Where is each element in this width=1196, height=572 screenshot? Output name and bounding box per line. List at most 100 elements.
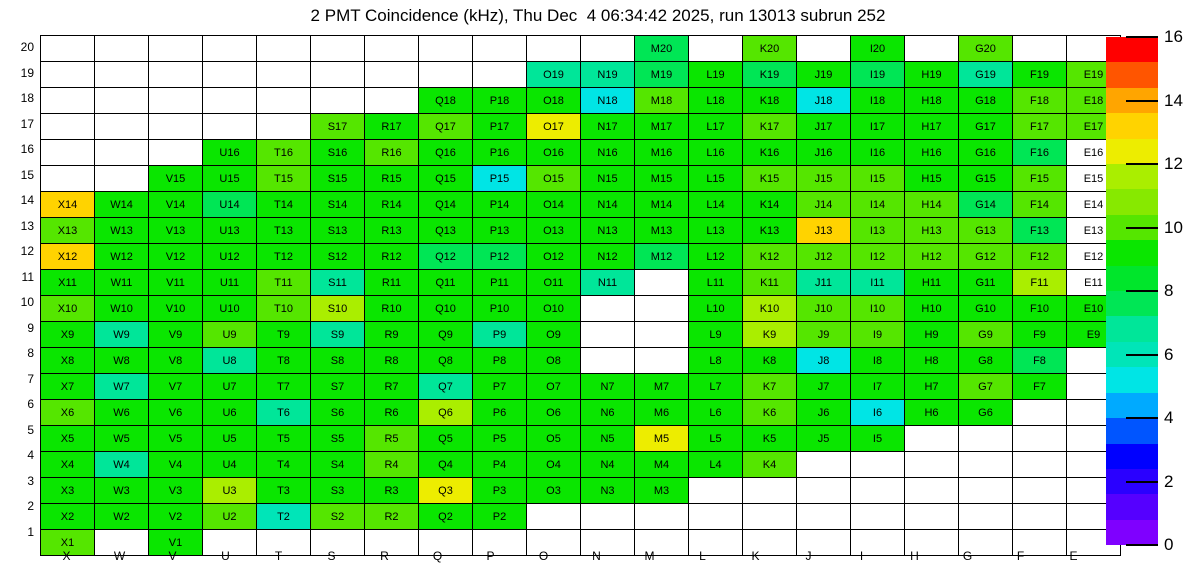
- colorbar-tick: [1126, 417, 1158, 419]
- heatmap-row: X2 W2 V2 U2 T2 S2 R2 Q2 P2: [40, 503, 1121, 530]
- heatmap-cell: W7: [94, 373, 149, 400]
- heatmap-cell: I16: [850, 139, 905, 166]
- heatmap-cell: N18: [580, 87, 635, 114]
- heatmap-row: X1 V1: [40, 529, 1121, 556]
- heatmap-cell: [688, 529, 743, 556]
- x-axis-tick-label: N: [592, 549, 601, 563]
- heatmap-cell: [958, 529, 1013, 556]
- y-axis-tick-label: 18: [20, 91, 34, 105]
- heatmap-cell: P7: [472, 373, 527, 400]
- heatmap-cell: P10: [472, 295, 527, 322]
- heatmap-cell: R10: [364, 295, 419, 322]
- heatmap-cell: P17: [472, 113, 527, 140]
- colorbar-tick: [1126, 290, 1158, 292]
- heatmap-cell: S10: [310, 295, 365, 322]
- heatmap-cell: [256, 35, 311, 62]
- heatmap-cell: I17: [850, 113, 905, 140]
- heatmap-cell: [904, 503, 959, 530]
- heatmap-cell: K9: [742, 321, 797, 348]
- heatmap-cell: [796, 529, 851, 556]
- heatmap-cell: V11: [148, 269, 203, 296]
- y-axis-tick-label: 8: [27, 346, 34, 360]
- colorbar-tick-label: 16: [1164, 27, 1183, 46]
- heatmap-cell: P11: [472, 269, 527, 296]
- heatmap-cell: Q18: [418, 87, 473, 114]
- heatmap-cell: H6: [904, 399, 959, 426]
- heatmap-cell: [850, 529, 905, 556]
- y-axis-tick-label: 7: [27, 371, 34, 386]
- heatmap-cell: W12: [94, 243, 149, 270]
- heatmap-row: Q18 P18 O18 N18 M18 L18 K18 J18 I18 H18 G18 F18 E18: [40, 87, 1121, 114]
- heatmap-cell: F17: [1012, 113, 1067, 140]
- heatmap-cell: W9: [94, 321, 149, 348]
- heatmap-cell: R2: [364, 503, 419, 530]
- heatmap-cell: J14: [796, 191, 851, 218]
- heatmap-cell: T16: [256, 139, 311, 166]
- heatmap-cell: [1012, 477, 1067, 504]
- heatmap-cell: N13: [580, 217, 635, 244]
- heatmap-cell: R15: [364, 165, 419, 192]
- heatmap-cell: [310, 61, 365, 88]
- heatmap-cell: O17: [526, 113, 581, 140]
- heatmap-cell: [1012, 529, 1067, 556]
- heatmap-cell: F13: [1012, 217, 1067, 244]
- y-axis-tick-label: 2: [27, 499, 34, 513]
- heatmap-cell: W11: [94, 269, 149, 296]
- heatmap-cell: I12: [850, 243, 905, 270]
- heatmap-cell: O13: [526, 217, 581, 244]
- heatmap-row: X5 W5 V5 U5 T5 S5 R5 Q5 P5 O5 N5 M5 L5 K5 J5 I5: [40, 425, 1121, 452]
- heatmap-cell: T14: [256, 191, 311, 218]
- heatmap-cell: Q17: [418, 113, 473, 140]
- heatmap-cell: Q15: [418, 165, 473, 192]
- heatmap-cell: N16: [580, 139, 635, 166]
- heatmap-cell: L4: [688, 451, 743, 478]
- heatmap-cell: [796, 451, 851, 478]
- heatmap-cell: [580, 35, 635, 62]
- heatmap-cell: W8: [94, 347, 149, 374]
- heatmap-cell: N3: [580, 477, 635, 504]
- heatmap-cell: G18: [958, 87, 1013, 114]
- x-axis-tick-label: G: [962, 549, 973, 563]
- heatmap-cell: [310, 35, 365, 62]
- heatmap-cell: [310, 529, 365, 556]
- heatmap-cell: [310, 87, 365, 114]
- heatmap-cell: I7: [850, 373, 905, 400]
- heatmap-cell: U15: [202, 165, 257, 192]
- heatmap-cell: W10: [94, 295, 149, 322]
- heatmap-cell: V13: [148, 217, 203, 244]
- heatmap-cell: [688, 503, 743, 530]
- heatmap-cell: U2: [202, 503, 257, 530]
- colorbar-tick-label: 14: [1164, 90, 1183, 110]
- heatmap-cell: X2: [40, 503, 95, 530]
- colorbar-band: [1106, 316, 1158, 342]
- heatmap-cell: K5: [742, 425, 797, 452]
- colorbar-band: [1106, 189, 1158, 215]
- heatmap-cell: [958, 477, 1013, 504]
- colorbar-band: [1106, 62, 1158, 88]
- heatmap-cell: M14: [634, 191, 689, 218]
- heatmap-row: X4 W4 V4 U4 T4 S4 R4 Q4 P4 O4 N4 M4 L4 K4: [40, 451, 1121, 478]
- heatmap-cell: V4: [148, 451, 203, 478]
- colorbar-tick: [1126, 99, 1158, 102]
- heatmap-row: V15 U15 T15 S15 R15 Q15 P15 O15 N15 M15 L15 K15 J15 I…: [40, 165, 1121, 192]
- heatmap-cell: V14: [148, 191, 203, 218]
- colorbar-tick: [1126, 480, 1158, 483]
- heatmap-cell: R13: [364, 217, 419, 244]
- heatmap-cell: G15: [958, 165, 1013, 192]
- y-axis-tick-label: 19: [20, 65, 34, 80]
- heatmap-cell: N11: [580, 269, 635, 296]
- heatmap-cell: X8: [40, 347, 95, 374]
- heatmap-cell: U5: [202, 425, 257, 452]
- heatmap-cell: [580, 503, 635, 530]
- colorbar-tick-label: 4: [1164, 408, 1174, 427]
- heatmap-cell: H13: [904, 217, 959, 244]
- heatmap-cell: P13: [472, 217, 527, 244]
- heatmap-row: X11 W11 V11 U11 T11 S11 R11 Q11 P11 O11 N11 L11 K11 J…: [40, 269, 1121, 296]
- heatmap-cell: L9: [688, 321, 743, 348]
- heatmap-cell: P12: [472, 243, 527, 270]
- heatmap-cell: [958, 425, 1013, 452]
- heatmap-cell: I14: [850, 191, 905, 218]
- heatmap-cell: H18: [904, 87, 959, 114]
- heatmap-cell: W13: [94, 217, 149, 244]
- heatmap-cell: P2: [472, 503, 527, 530]
